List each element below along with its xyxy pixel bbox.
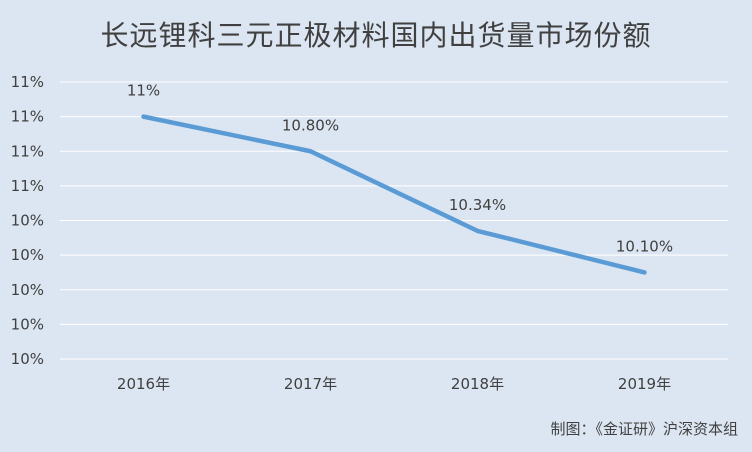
y-tick-label: 10% bbox=[11, 212, 44, 230]
x-tick-label: 2018年 bbox=[451, 375, 504, 393]
y-tick-label: 10% bbox=[11, 315, 44, 333]
series-line bbox=[141, 114, 647, 275]
x-tick-label: 2019年 bbox=[618, 375, 671, 393]
y-tick-label: 10% bbox=[11, 350, 44, 368]
y-tick-label: 10% bbox=[11, 246, 44, 264]
y-tick-label: 11% bbox=[11, 73, 44, 91]
data-label: 10.34% bbox=[449, 196, 506, 214]
data-label: 10.80% bbox=[282, 116, 339, 134]
y-tick-label: 10% bbox=[11, 281, 44, 299]
y-tick-label: 11% bbox=[11, 108, 44, 126]
y-tick-label: 11% bbox=[11, 142, 44, 160]
chart-title: 长远锂科三元正极材料国内出货量市场份额 bbox=[100, 19, 652, 52]
y-tick-label: 11% bbox=[11, 177, 44, 195]
data-label: 11% bbox=[127, 82, 160, 100]
x-tick-label: 2017年 bbox=[284, 375, 337, 393]
chart-source-note: 制图：《金证研》沪深资本组 bbox=[550, 420, 738, 438]
x-tick-label: 2016年 bbox=[117, 375, 170, 393]
data-label: 10.10% bbox=[616, 237, 673, 255]
